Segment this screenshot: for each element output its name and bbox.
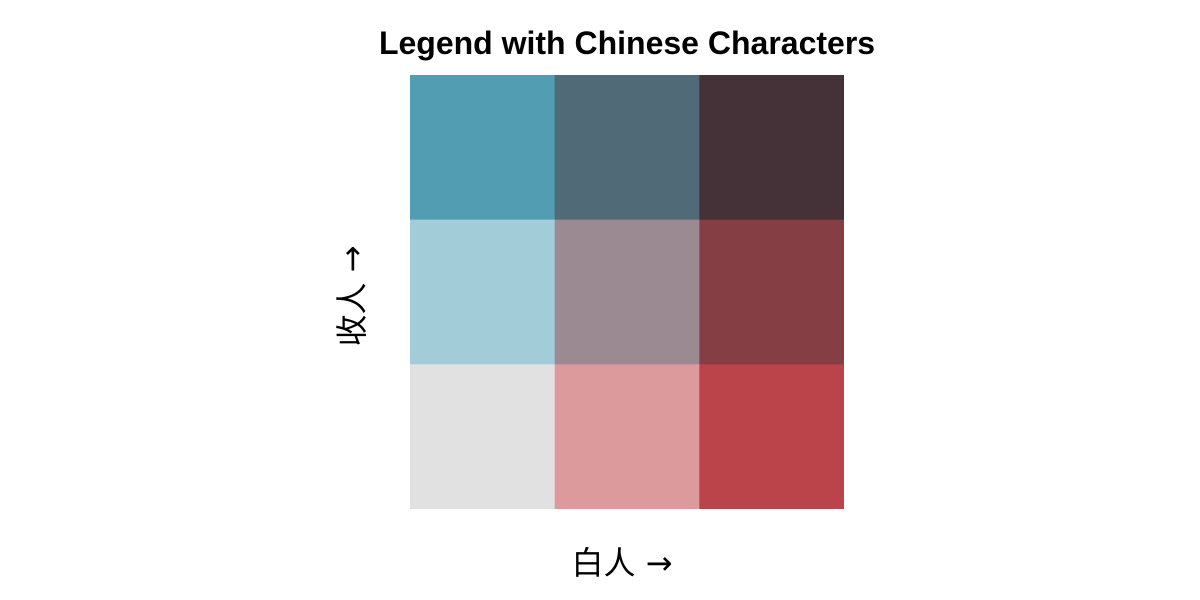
legend-cell-r1-c1: [410, 75, 556, 221]
legend-cell-r2-c3: [699, 219, 844, 365]
chart-title: Legend with Chinese Characters: [378, 25, 876, 61]
legend-cell-r2-c1: [410, 219, 556, 365]
legend-cell-r3-c2: [554, 364, 700, 509]
legend-cell-r3-c3: [699, 364, 844, 509]
legend-grid-svg: [410, 75, 844, 509]
legend-cell-r1-c2: [554, 75, 700, 221]
y-axis-label: 收人 →: [333, 245, 371, 347]
x-axis-label: 白人 →: [571, 544, 673, 582]
bivariate-legend-grid: [410, 75, 844, 509]
legend-cell-r1-c3: [699, 75, 844, 221]
legend-cell-r2-c2: [554, 219, 700, 365]
legend-cell-r3-c1: [410, 364, 556, 509]
